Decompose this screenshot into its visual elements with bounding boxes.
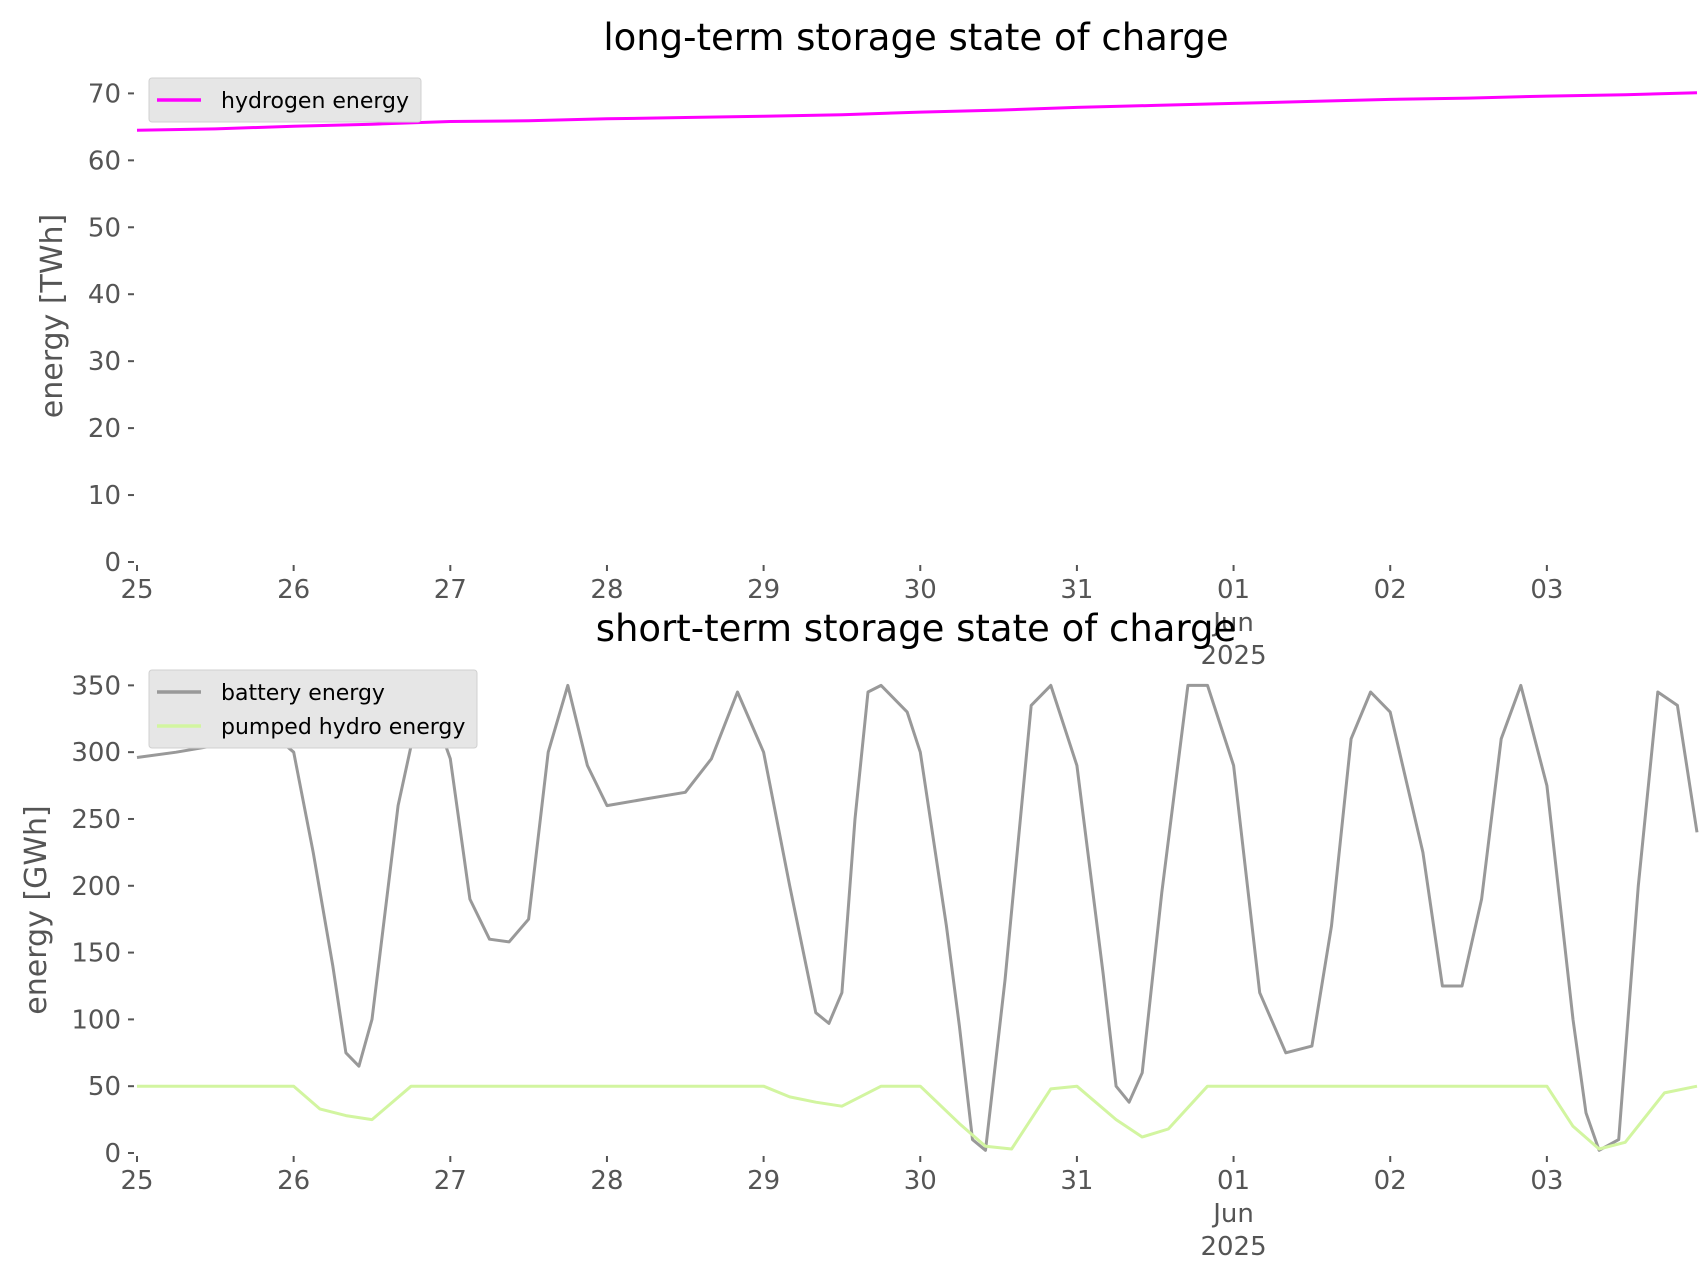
series-line-0 — [136, 91, 1698, 132]
series-layer — [136, 683, 1699, 1152]
y-tick-label: 0 — [104, 548, 121, 578]
series-layer — [136, 91, 1698, 132]
x-tick-label: 30 — [904, 1166, 937, 1196]
legend: battery energy pumped hydro energy — [148, 669, 478, 749]
series-line-0 — [136, 683, 1699, 1152]
x-tick-label: 29 — [747, 1166, 780, 1196]
y-tick-label: 350 — [71, 671, 121, 701]
x-ticks: 25 26 27 28 29 30 31 01 Jun 2025 02 03 — [120, 1156, 1563, 1262]
x-tick-label: 27 — [434, 575, 467, 605]
chart-title: short-term storage state of charge — [596, 607, 1237, 650]
short-term-storage-panel: short-term storage state of charge energ… — [19, 607, 1699, 1262]
x-ticks: 25 26 27 28 29 30 31 01 Jun 2025 02 03 — [120, 565, 1563, 671]
y-tick-label: 60 — [88, 146, 121, 176]
x-tick-label: 31 — [1060, 1166, 1093, 1196]
x-tick-label: 30 — [904, 575, 937, 605]
x-tick-label: 03 — [1530, 1166, 1563, 1196]
y-tick-label: 20 — [88, 414, 121, 444]
y-tick-label: 300 — [71, 738, 121, 768]
x-tick-label: 02 — [1374, 1166, 1407, 1196]
x-tick-label: 26 — [277, 575, 310, 605]
x-tick-label: 26 — [277, 1166, 310, 1196]
y-axis-label: energy [TWh] — [35, 214, 70, 418]
y-tick-label: 30 — [88, 347, 121, 377]
x-tick-label: 01 Jun 2025 — [1200, 575, 1266, 671]
legend: hydrogen energy — [148, 77, 422, 123]
x-tick-label: 28 — [590, 1166, 623, 1196]
y-tick-label: 40 — [88, 280, 121, 310]
legend-box — [148, 77, 422, 123]
y-tick-label: 250 — [71, 805, 121, 835]
x-tick-label: 03 — [1530, 575, 1563, 605]
y-ticks: 0 50 100 150 200 250 300 350 — [71, 671, 134, 1169]
legend-label: hydrogen energy — [221, 89, 409, 114]
series-line-1 — [137, 1084, 1698, 1151]
x-tick-label: 25 — [120, 1166, 153, 1196]
legend-label: battery energy — [221, 681, 385, 706]
legend-box — [148, 669, 478, 749]
x-tick-label: 01 Jun 2025 — [1200, 1166, 1266, 1262]
x-tick-label: 31 — [1060, 575, 1093, 605]
y-tick-label: 150 — [71, 939, 121, 969]
y-tick-label: 200 — [71, 872, 121, 902]
y-tick-label: 70 — [88, 79, 121, 109]
x-tick-label: 25 — [120, 575, 153, 605]
y-tick-label: 100 — [71, 1005, 121, 1035]
chart-title: long-term storage state of charge — [603, 16, 1228, 59]
y-tick-label: 50 — [88, 1072, 121, 1102]
y-tick-label: 0 — [104, 1139, 121, 1169]
x-tick-label: 02 — [1374, 575, 1407, 605]
y-ticks: 0 10 20 30 40 50 60 70 — [88, 79, 134, 578]
x-tick-label: 27 — [434, 1166, 467, 1196]
legend-label: pumped hydro energy — [221, 715, 465, 740]
long-term-storage-panel: long-term storage state of charge energy… — [35, 16, 1698, 671]
y-tick-label: 10 — [88, 481, 121, 511]
y-tick-label: 50 — [88, 213, 121, 243]
y-axis-label: energy [GWh] — [19, 805, 54, 1014]
x-tick-label: 29 — [747, 575, 780, 605]
x-tick-label: 28 — [590, 575, 623, 605]
